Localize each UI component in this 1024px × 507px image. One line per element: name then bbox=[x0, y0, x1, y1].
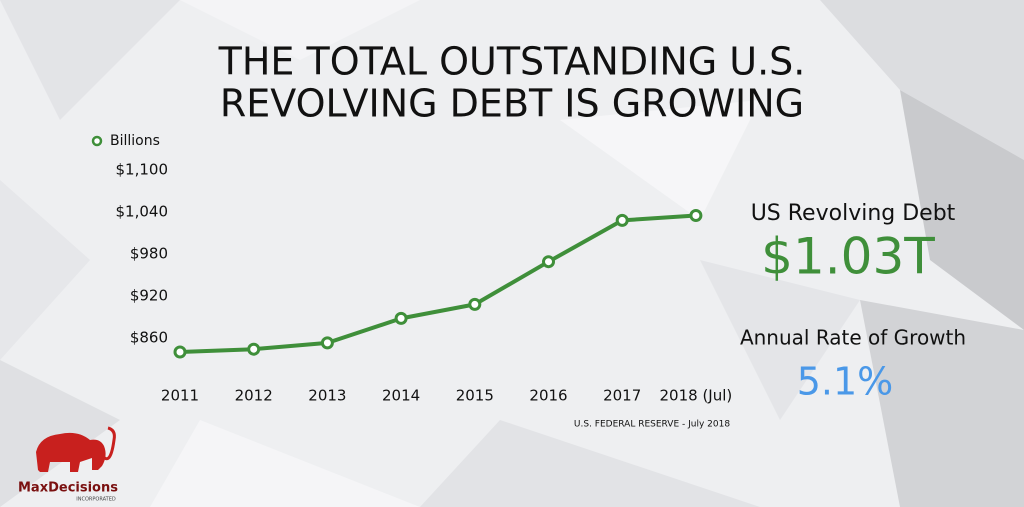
logo-name: MaxDecisions bbox=[18, 481, 118, 496]
chart-title: THE TOTAL OUTSTANDING U.S. bbox=[218, 40, 806, 84]
y-tick-label: $1,040 bbox=[116, 203, 169, 221]
legend-label: Billions bbox=[110, 133, 160, 149]
point bbox=[320, 336, 334, 350]
x-tick-label: 2012 bbox=[235, 387, 273, 405]
point bbox=[468, 297, 482, 311]
point bbox=[615, 213, 629, 227]
y-tick-label: $980 bbox=[130, 245, 168, 263]
logo: MaxDecisions INCORPORATED bbox=[18, 426, 118, 503]
source: U.S. FEDERAL RESERVE - July 2018 bbox=[574, 420, 730, 430]
point bbox=[247, 342, 261, 356]
x-tick-label: 2011 bbox=[161, 387, 199, 405]
point bbox=[173, 345, 187, 359]
chart-title: REVOLVING DEBT IS GROWING bbox=[220, 82, 804, 126]
y-tick-label: $920 bbox=[130, 287, 168, 305]
stat-label: US Revolving Debt bbox=[751, 201, 956, 226]
x-tick-label: 2018 (Jul) bbox=[660, 387, 733, 405]
y-tick-label: $860 bbox=[130, 329, 168, 347]
x-tick-label: 2015 bbox=[456, 387, 494, 405]
stat-value: $1.03T bbox=[761, 228, 935, 286]
x-tick-label: 2017 bbox=[603, 387, 641, 405]
point bbox=[689, 209, 703, 222]
line bbox=[179, 213, 697, 354]
point bbox=[542, 255, 555, 269]
logo-tagline: INCORPORATED bbox=[76, 497, 116, 503]
x-tick-label: 2016 bbox=[529, 387, 567, 405]
point bbox=[394, 311, 408, 325]
stat-label: Annual Rate of Growth bbox=[740, 326, 966, 350]
x-tick-label: 2014 bbox=[382, 387, 420, 405]
legend-marker bbox=[91, 135, 103, 147]
stat-value: 5.1% bbox=[797, 360, 894, 404]
y-tick-label: $1,100 bbox=[116, 161, 169, 179]
x-tick-label: 2013 bbox=[308, 387, 346, 405]
